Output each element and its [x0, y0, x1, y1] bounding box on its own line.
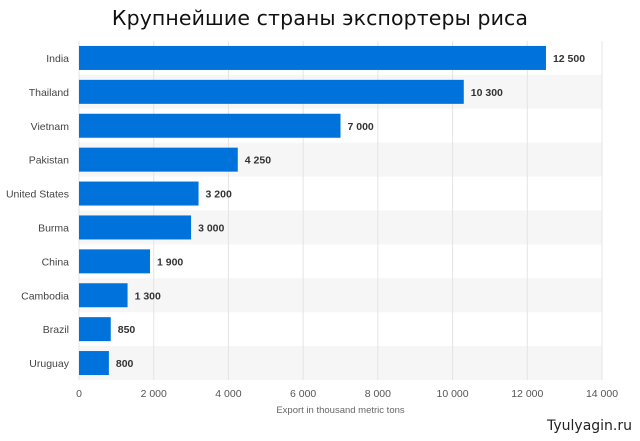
x-tick-label: 12 000 — [511, 388, 543, 400]
value-label: 3 000 — [198, 222, 224, 234]
bar — [79, 45, 546, 70]
row-stripe — [79, 346, 602, 380]
x-tick-label: 8 000 — [365, 388, 391, 400]
value-label: 4 250 — [245, 155, 271, 167]
bar — [79, 147, 238, 172]
category-label: India — [46, 53, 69, 65]
x-tick-label: 14 000 — [586, 388, 618, 400]
value-label: 10 300 — [471, 87, 503, 99]
bar — [79, 181, 199, 206]
x-tick-label: 2 000 — [141, 388, 167, 400]
row-stripes — [79, 74, 602, 380]
value-label: 800 — [116, 358, 134, 370]
x-tick-label: 6 000 — [290, 388, 316, 400]
x-axis-title: Export in thousand metric tons — [276, 405, 405, 416]
x-tick-label: 0 — [76, 388, 82, 400]
category-label: Burma — [38, 222, 69, 234]
category-label: Thailand — [29, 87, 69, 99]
x-tick-labels: 0 2 000 4 000 6 000 8 000 10 000 12 000 14 000 — [76, 388, 618, 400]
row-stripe — [79, 278, 602, 313]
value-label: 12 500 — [553, 53, 585, 65]
category-label: Uruguay — [29, 358, 69, 370]
value-labels: 12 500 10 300 7 000 4 250 3 200 3 000 1 900 1 3… — [116, 53, 585, 370]
value-label: 1 300 — [135, 290, 161, 302]
category-label: Pakistan — [29, 155, 69, 167]
value-label: 1 900 — [157, 256, 183, 268]
x-tick-label: 10 000 — [437, 388, 469, 400]
bars — [79, 45, 546, 376]
x-tick-label: 4 000 — [215, 388, 241, 400]
bar — [79, 351, 109, 376]
value-label: 850 — [118, 324, 136, 336]
category-label: Brazil — [43, 324, 69, 336]
category-labels: India Thailand Vietnam Pakistan United State… — [6, 53, 70, 370]
bar — [79, 215, 192, 240]
bar — [79, 113, 341, 138]
bar — [79, 317, 111, 342]
category-label: Cambodia — [21, 290, 69, 302]
bar — [79, 249, 150, 274]
value-label: 7 000 — [348, 121, 374, 133]
category-label: China — [42, 256, 70, 268]
watermark: Tyulyagin.ru — [546, 418, 632, 434]
category-label: Vietnam — [31, 121, 70, 133]
category-label: United States — [6, 189, 69, 201]
chart-title: Крупнейшие страны экспортеры риса — [111, 6, 529, 30]
bar — [79, 79, 464, 104]
bar — [79, 283, 128, 308]
value-label: 3 200 — [206, 189, 232, 201]
